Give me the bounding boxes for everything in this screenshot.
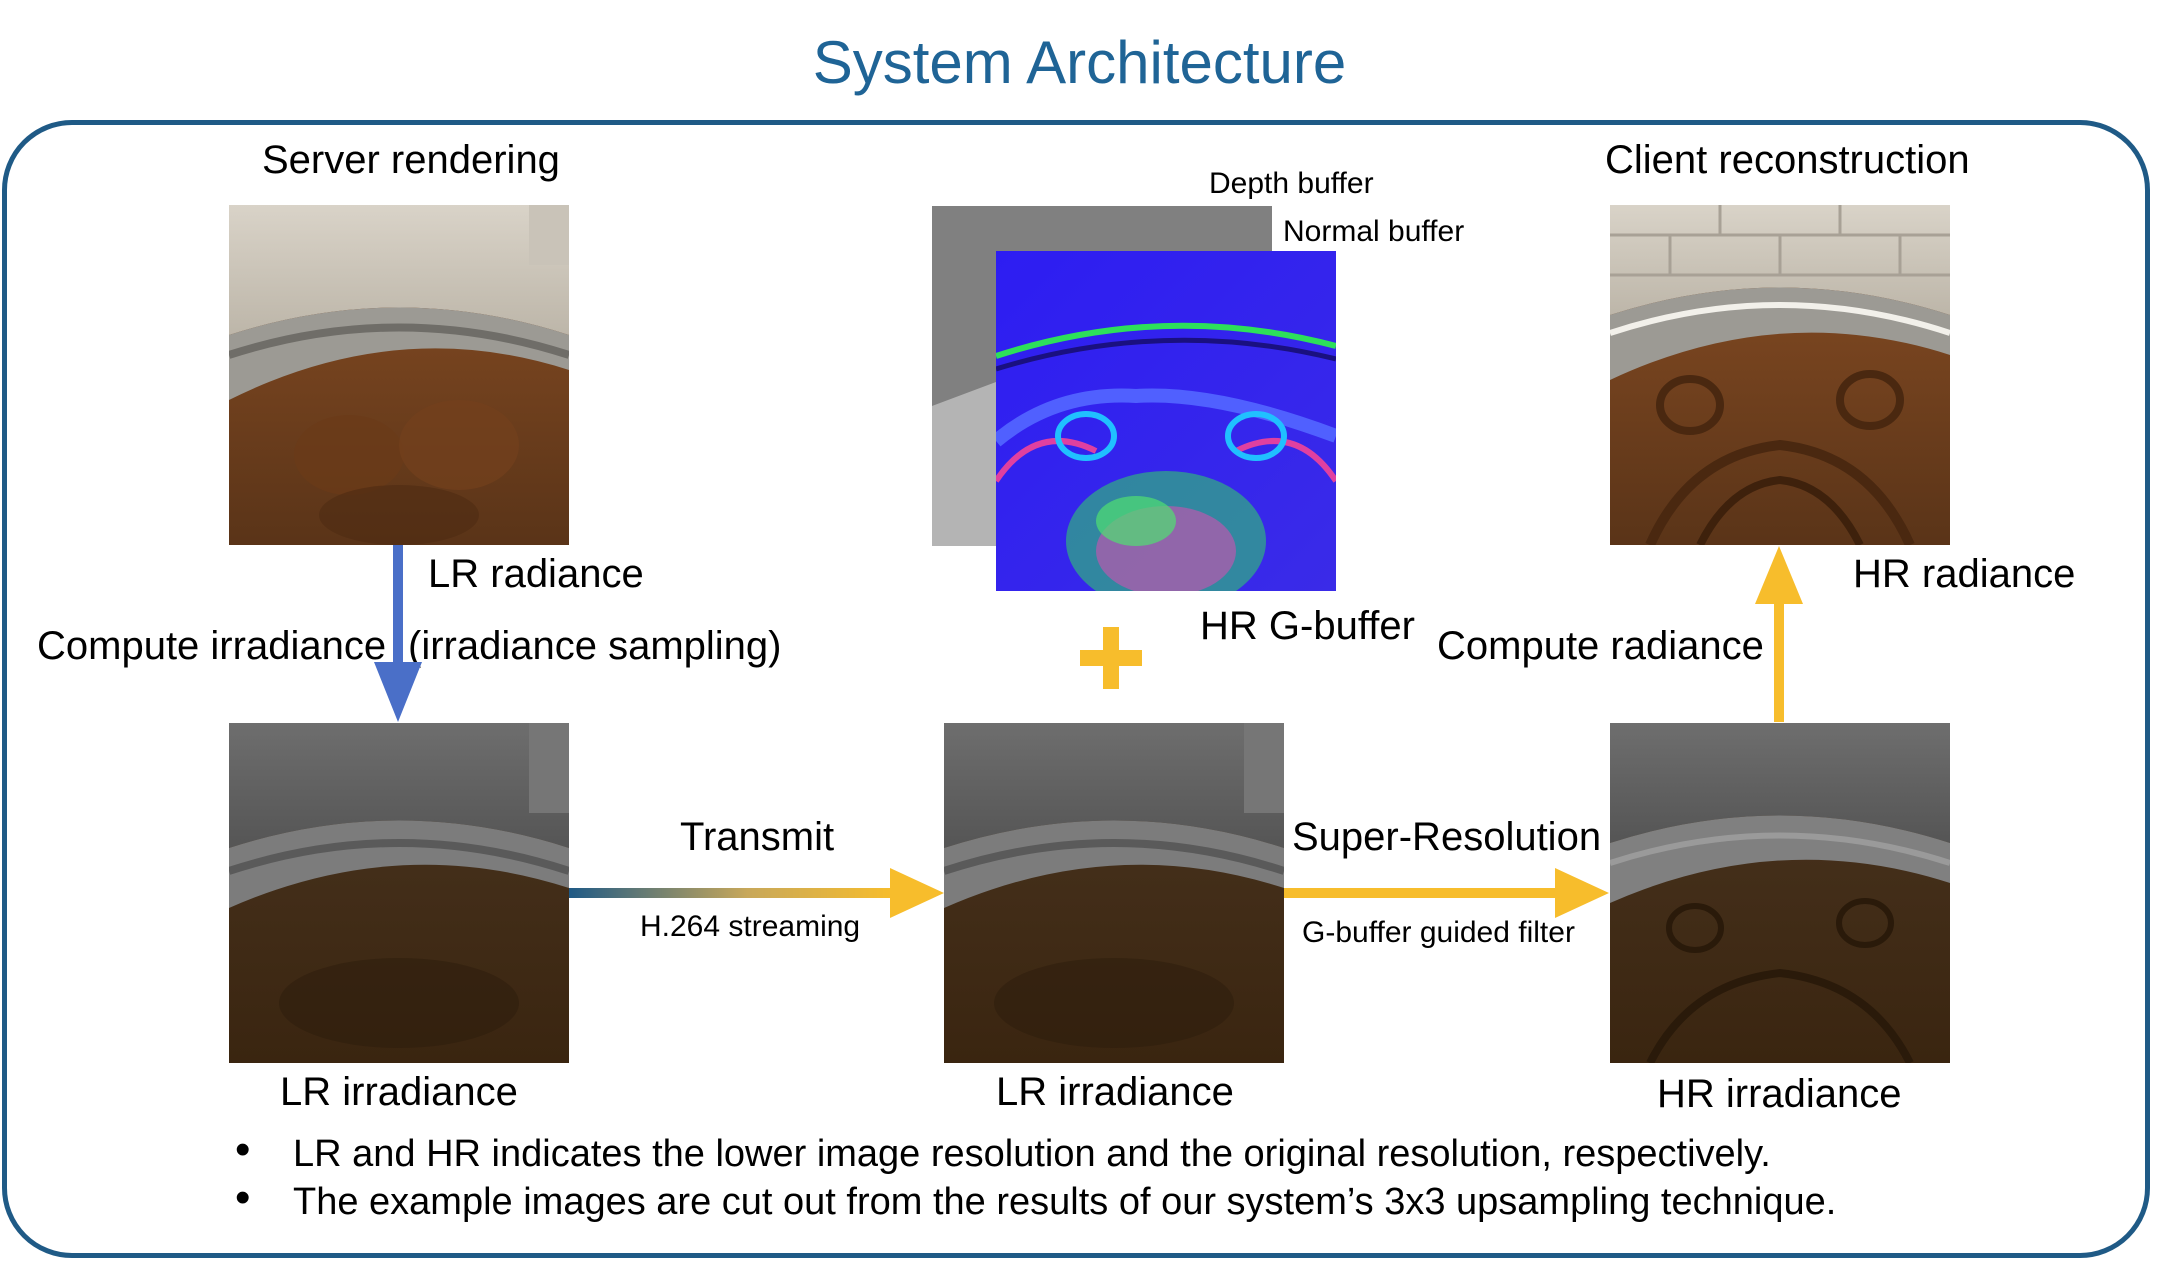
diagram-title: System Architecture: [812, 29, 1347, 96]
irradiance-sampling-label: (irradiance sampling): [408, 624, 782, 668]
normal-buffer-label: Normal buffer: [1283, 215, 1465, 248]
gbuffer-guided-filter-label: G-buffer guided filter: [1302, 916, 1575, 949]
hr-radiance-label: HR radiance: [1853, 552, 2076, 596]
lr-irradiance-client-image: [944, 723, 1284, 1063]
super-resolution-label: Super-Resolution: [1292, 815, 1602, 859]
lr-irradiance-server-label: LR irradiance: [280, 1070, 518, 1114]
client-reconstruction-heading: Client reconstruction: [1605, 138, 1970, 182]
compute-radiance-label: Compute radiance: [1437, 624, 1764, 668]
hr-gbuffer-label: HR G-buffer: [1200, 604, 1415, 648]
server-rendering-heading: Server rendering: [262, 138, 560, 182]
note-item: LR and HR indicates the lower image reso…: [235, 1126, 1836, 1178]
super-resolution-arrow: [1284, 868, 1609, 918]
hr-irradiance-label: HR irradiance: [1657, 1072, 1902, 1116]
transmit-arrow: [569, 868, 944, 918]
depth-buffer-label: Depth buffer: [1209, 167, 1374, 200]
transmit-label: Transmit: [680, 815, 835, 859]
compute-irradiance-arrow: [374, 545, 422, 722]
lr-irradiance-server-image: [229, 723, 569, 1063]
compute-irradiance-label: Compute irradiance: [37, 624, 387, 668]
normal-buffer-image: [996, 251, 1336, 591]
diagram-frame: [2, 120, 2150, 1258]
lr-irradiance-client-label: LR irradiance: [996, 1070, 1234, 1114]
note-item: The example images are cut out from the …: [235, 1174, 1836, 1226]
hr-irradiance-image: [1610, 723, 1950, 1063]
h264-streaming-label: H.264 streaming: [640, 910, 861, 943]
notes-list: LR and HR indicates the lower image reso…: [235, 1126, 1836, 1226]
hr-radiance-image: [1610, 205, 1950, 545]
lr-radiance-image: [229, 205, 569, 545]
plus-icon: [1080, 627, 1142, 689]
compute-radiance-arrow: [1755, 546, 1803, 722]
lr-radiance-label: LR radiance: [428, 552, 644, 596]
